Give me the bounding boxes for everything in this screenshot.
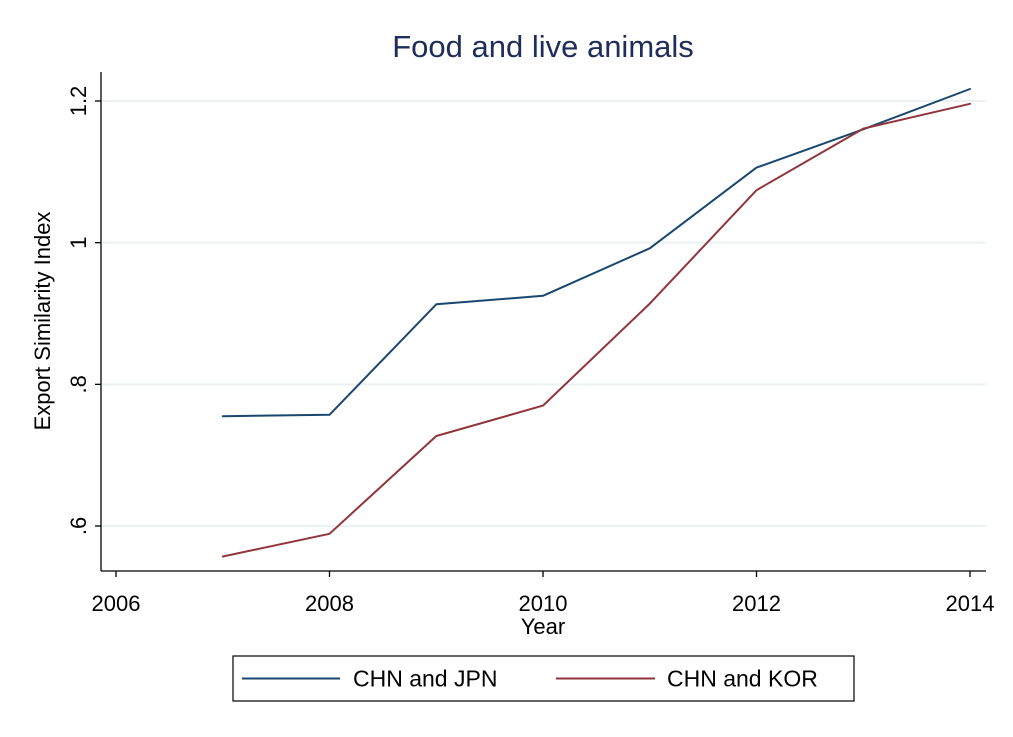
y-tick-label: .8 [66, 375, 91, 393]
y-axis-label: Export Similarity Index [30, 212, 55, 431]
legend-label-2: CHN and KOR [667, 666, 818, 692]
series-line-1 [221, 88, 971, 418]
x-axis-label: Year [521, 614, 565, 639]
chart-title: Food and live animals [392, 29, 694, 64]
legend-label-1: CHN and JPN [353, 666, 497, 692]
legend: CHN and JPN CHN and KOR [232, 655, 855, 702]
x-tick-label: 2010 [519, 591, 568, 616]
x-tick-label: 2014 [946, 591, 995, 616]
y-tick-label: 1 [66, 237, 91, 249]
series-lines [221, 88, 971, 558]
x-tick-label: 2012 [732, 591, 781, 616]
tick-labels: .6 .8 1 1.2 2006 2008 2010 2012 2014 [66, 86, 994, 616]
y-tick-label: .6 [66, 517, 91, 535]
x-tick-label: 2006 [92, 591, 141, 616]
grid-lines [102, 100, 986, 527]
x-tick-label: 2008 [305, 591, 354, 616]
series-line-2 [221, 102, 971, 558]
axes [95, 72, 986, 577]
y-tick-label: 1.2 [66, 86, 91, 117]
